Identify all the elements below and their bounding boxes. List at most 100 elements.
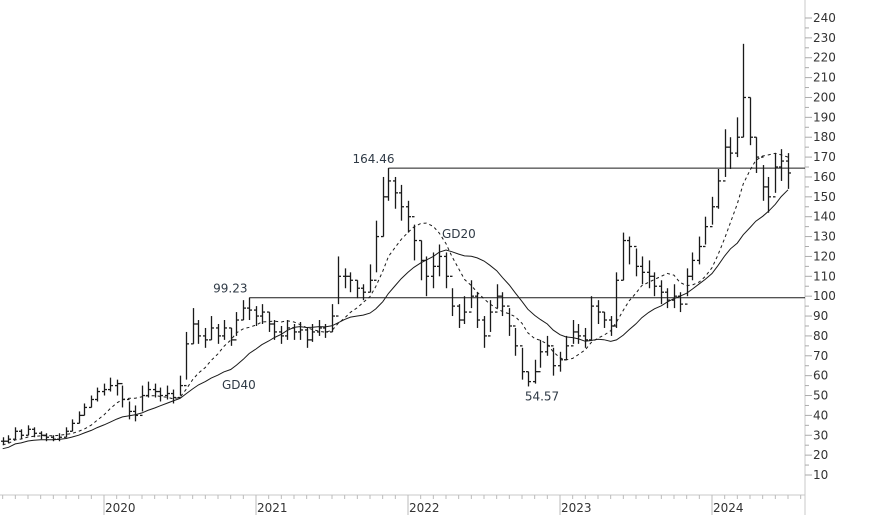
ohlc-bar [766,176,771,213]
ohlc-bar [115,379,120,396]
ohlc-bar [26,425,31,436]
ma-line-gd20 [2,152,789,446]
x-tick-label: 2021 [257,501,288,515]
ohlc-bars [1,43,791,446]
ohlc-bar [133,405,138,422]
ohlc-bar [272,320,277,340]
ohlc-bar [538,339,543,373]
ohlc-bar [576,323,581,344]
ohlc-bar [368,264,373,293]
ohlc-bar [647,260,652,289]
ohlc-bar [254,306,259,326]
ohlc-bar [6,435,11,444]
ohlc-bar [754,136,759,173]
ohlc-bar [241,300,246,321]
ohlc-bar [393,176,398,209]
ohlc-bar [500,292,505,317]
ohlc-bar [153,383,158,398]
ohlc-bar [13,427,18,440]
y-tick-label: 200 [813,90,836,104]
ohlc-bar [203,327,208,348]
ohlc-bar [710,196,715,228]
ohlc-bar [659,280,664,305]
ohlc-bar [602,311,607,328]
ohlc-bar [336,256,341,317]
ohlc-bar [374,220,379,281]
ohlc-bar [424,256,429,297]
x-tick-label: 2023 [561,501,592,515]
ohlc-bar [589,296,594,341]
y-tick-label: 90 [813,309,828,323]
ohlc-bar [82,403,87,417]
ohlc-bar [779,149,784,181]
ohlc-bar [348,272,353,293]
ohlc-bar [558,351,563,372]
ohlc-bar [457,304,462,328]
y-tick-label: 70 [813,349,828,363]
ohlc-bar [640,256,645,285]
low-annotation: 54.57 [525,389,559,403]
y-tick-label: 240 [813,11,836,25]
y-tick-label: 190 [813,110,836,124]
ohlc-bar [178,375,183,399]
ohlc-bar [158,387,163,402]
ohlc-bar [685,268,690,305]
ohlc-bar [627,236,632,265]
ohlc-bar [355,279,360,299]
ohlc-bar [39,431,44,440]
moving-averages [2,152,789,450]
ohlc-bar [462,296,467,324]
ohlc-bar [108,377,113,392]
ohlc-bar [77,411,82,424]
y-tick-label: 160 [813,170,836,184]
ohlc-bar [735,117,740,158]
ohlc-bar [507,305,512,336]
ohlc-bar [191,308,196,345]
y-tick-label: 100 [813,289,836,303]
ma-label-gd40: GD40 [222,378,256,392]
ohlc-bar [495,284,500,313]
ohlc-bar [260,304,265,324]
ohlc-bar [216,323,221,344]
ohlc-bar [741,43,746,138]
ohlc-bar [596,300,601,324]
ohlc-bar [520,345,525,380]
ohlc-bar [19,429,24,440]
y-tick-label: 40 [813,408,828,422]
y-tick-label: 220 [813,51,836,65]
y-tick-label: 60 [813,369,828,383]
ohlc-bar [279,325,284,344]
ohlc-bar [703,216,708,248]
ohlc-bar [412,216,417,261]
ohlc-bar [234,312,239,341]
ohlc-bar [716,169,721,209]
ohlc-bar [419,239,424,281]
ohlc-bar [469,280,474,313]
ohlc-bar [305,327,310,348]
ma-line-gd40 [2,189,789,450]
ohlc-bar [482,316,487,348]
ohlc-bar [697,236,702,265]
ohlc-bar [786,153,791,189]
ohlc-bar [437,244,442,277]
ohlc-bar [1,437,6,446]
x-tick-label: 2020 [105,501,136,515]
ohlc-bar [184,331,189,387]
y-tick-label: 130 [813,230,836,244]
ohlc-bar [330,304,335,333]
y-tick-label: 230 [813,31,836,45]
y-tick-label: 170 [813,150,836,164]
ohlc-bar [551,345,556,376]
ohlc-bar [146,381,151,398]
ohlc-bar [723,129,728,182]
ohlc-bar [196,320,201,344]
y-tick-label: 110 [813,269,836,283]
y-tick-label: 80 [813,329,828,343]
ohlc-bar [690,252,695,281]
ohlc-bar [533,359,538,384]
ohlc-bar [652,272,657,297]
ohlc-bar [165,385,170,400]
x-tick-label: 2022 [409,501,440,515]
ohlc-bar [32,427,37,438]
